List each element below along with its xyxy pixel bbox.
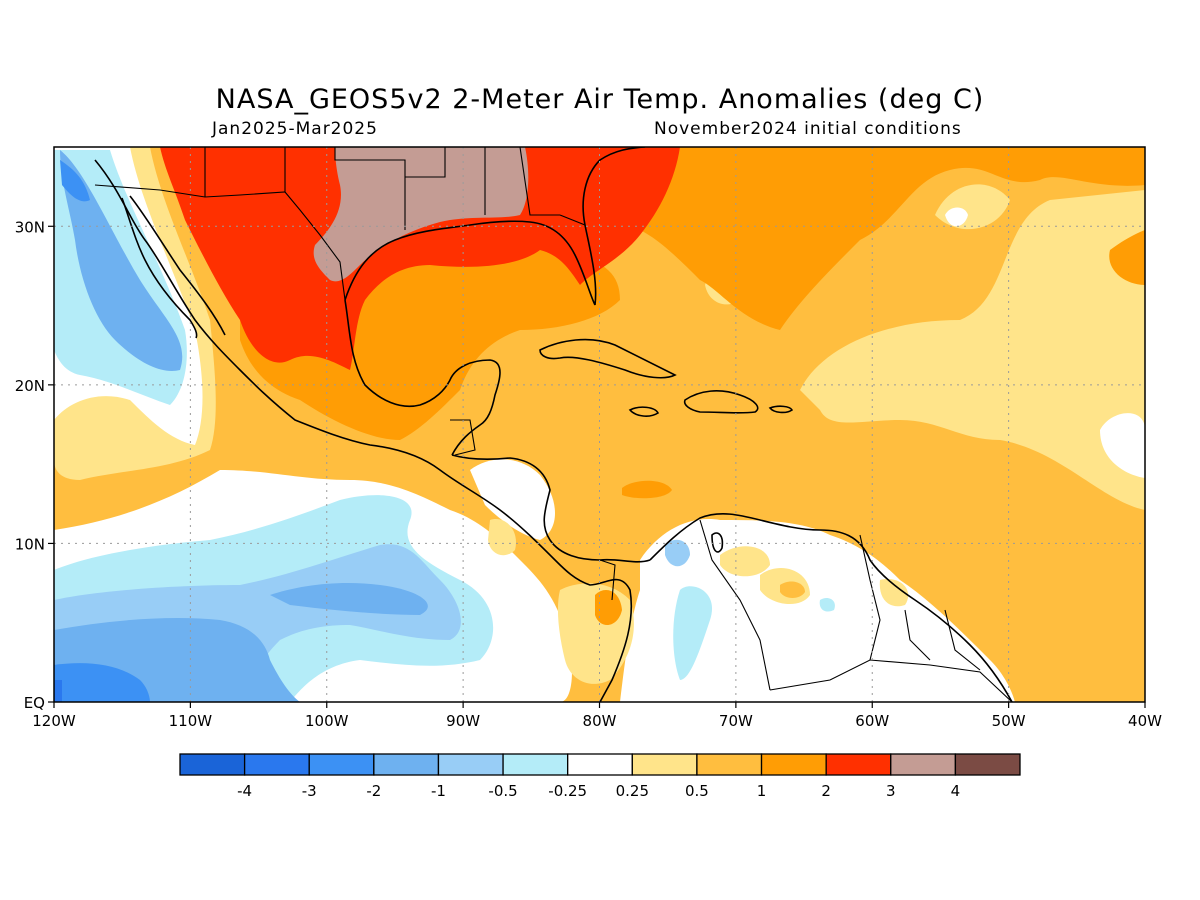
field-light-blue-sa-1 [665,539,690,567]
border-brazil [769,659,1013,702]
map-field [54,147,1145,702]
colorbar-label: -2 [366,782,381,800]
colorbar-label: -4 [237,782,252,800]
colorbar-label: 0.5 [685,782,709,800]
x-tick-label: 60W [855,712,889,730]
coastlines [94,147,1013,702]
x-tick-label: 40W [1128,712,1162,730]
colorbar-swatch [243,753,310,776]
border-suriname-fg [944,609,981,671]
field-light-cyan-sa-2 [819,598,835,612]
field-light-yellow-sa-1 [720,546,770,577]
x-tick-label: 80W [583,712,617,730]
colorbar: -4 -3 -2 -1 -0.5 -0.25 0.25 0.5 1 2 3 4 [179,753,1021,800]
colorbar-label: 3 [886,782,896,800]
border-guatemala [450,419,476,456]
coast-caribbean-central [451,454,651,563]
coast-baja-east [129,195,226,336]
colorbar-swatch [954,753,1021,776]
y-tick-label: EQ [24,694,45,712]
y-tick-label: 20N [15,377,45,395]
field-brown-us [313,147,529,282]
colorbar-swatch [825,753,892,776]
border-guyana-suriname [904,609,931,661]
colorbar-swatch [179,753,246,776]
border-us-states-7 [559,214,586,226]
map-axes: 120W 110W 100W 90W 80W 70W 60W 50W 40W 30N 20N 10N E… [15,218,1162,730]
field-white-south-america [620,519,1015,702]
colorbar-swatch [567,753,633,776]
period-subtitle: Jan2025-Mar2025 [212,119,378,139]
field-orange-atlantic-e [1109,230,1145,285]
colorbar-swatch [308,753,375,776]
colorbar-label: -1 [431,782,446,800]
colorbar-swatch [890,753,957,776]
coast-lake-maracaibo [711,532,724,553]
coast-baja-west [121,197,198,339]
border-panama-colombia [599,559,616,601]
colorbar-label: 0.25 [616,782,649,800]
field-light-yellow-central-am [488,519,516,556]
coast-us-gulf [344,220,596,306]
coast-south-america-north [649,512,1013,702]
colorbar-swatch [437,753,504,776]
field-orange-sa [780,581,805,598]
border-us-states-6 [519,147,560,216]
borders [94,147,1013,702]
border-venezuela-colombia [699,519,771,691]
colorbar-label: -0.5 [488,782,517,800]
initial-conditions-subtitle: November2024 initial conditions [654,119,962,139]
colorbar-swatch [373,753,440,776]
field-white-atlantic-2 [945,207,968,227]
field-orange-atlantic-ne [640,147,1145,330]
border-venezuela-guyana [859,534,881,661]
coast-pacific-mexico [94,159,633,702]
field-light-yellow-sa-3 [879,579,909,607]
colorbar-swatch [696,753,763,776]
y-tick-label: 10N [15,535,45,553]
colorbar-swatch [631,753,698,776]
field-deep-blue-east-pacific [54,663,150,702]
y-tick-label: 30N [15,218,45,236]
x-tick-label: 110W [169,712,213,730]
coast-florida [582,147,646,306]
field-blue-band [270,583,428,615]
grid-lines [54,147,1145,702]
coast-hispaniola [683,390,759,414]
border-us-states-3 [334,147,406,230]
colorbar-label: 1 [757,782,767,800]
colorbar-label: -3 [302,782,317,800]
field-deepest-blue-corner [54,680,62,702]
x-tick-label: 90W [446,712,480,730]
coast-jamaica [628,406,660,417]
field-red-mexico-us [160,147,680,370]
field-orange-colombia [595,590,622,626]
x-tick-label: 100W [305,712,349,730]
x-tick-label: 70W [719,712,753,730]
field-white-central-america [470,459,555,540]
coast-gulf [344,299,501,456]
colorbar-label: 2 [821,782,831,800]
field-white-atlantic [1100,413,1145,478]
coast-cuba [539,338,677,379]
x-tick-label: 50W [992,712,1026,730]
colorbar-swatch [760,753,827,776]
colorbar-label: 4 [951,782,961,800]
colorbar-label: -0.25 [548,782,587,800]
coast-puerto-rico [768,405,794,414]
field-blue-baja [60,150,183,371]
field-light-cyan-sa-1 [673,586,713,680]
field-light-yellow-atlantic [800,190,1145,510]
field-deep-blue-baja [60,160,90,202]
field-orange-caribbean [622,480,672,499]
x-tick-label: 120W [32,712,76,730]
chart-title: NASA_GEOS5v2 2-Meter Air Temp. Anomalies… [215,84,985,115]
colorbar-swatch [502,753,569,776]
border-us-states-4 [405,147,446,178]
